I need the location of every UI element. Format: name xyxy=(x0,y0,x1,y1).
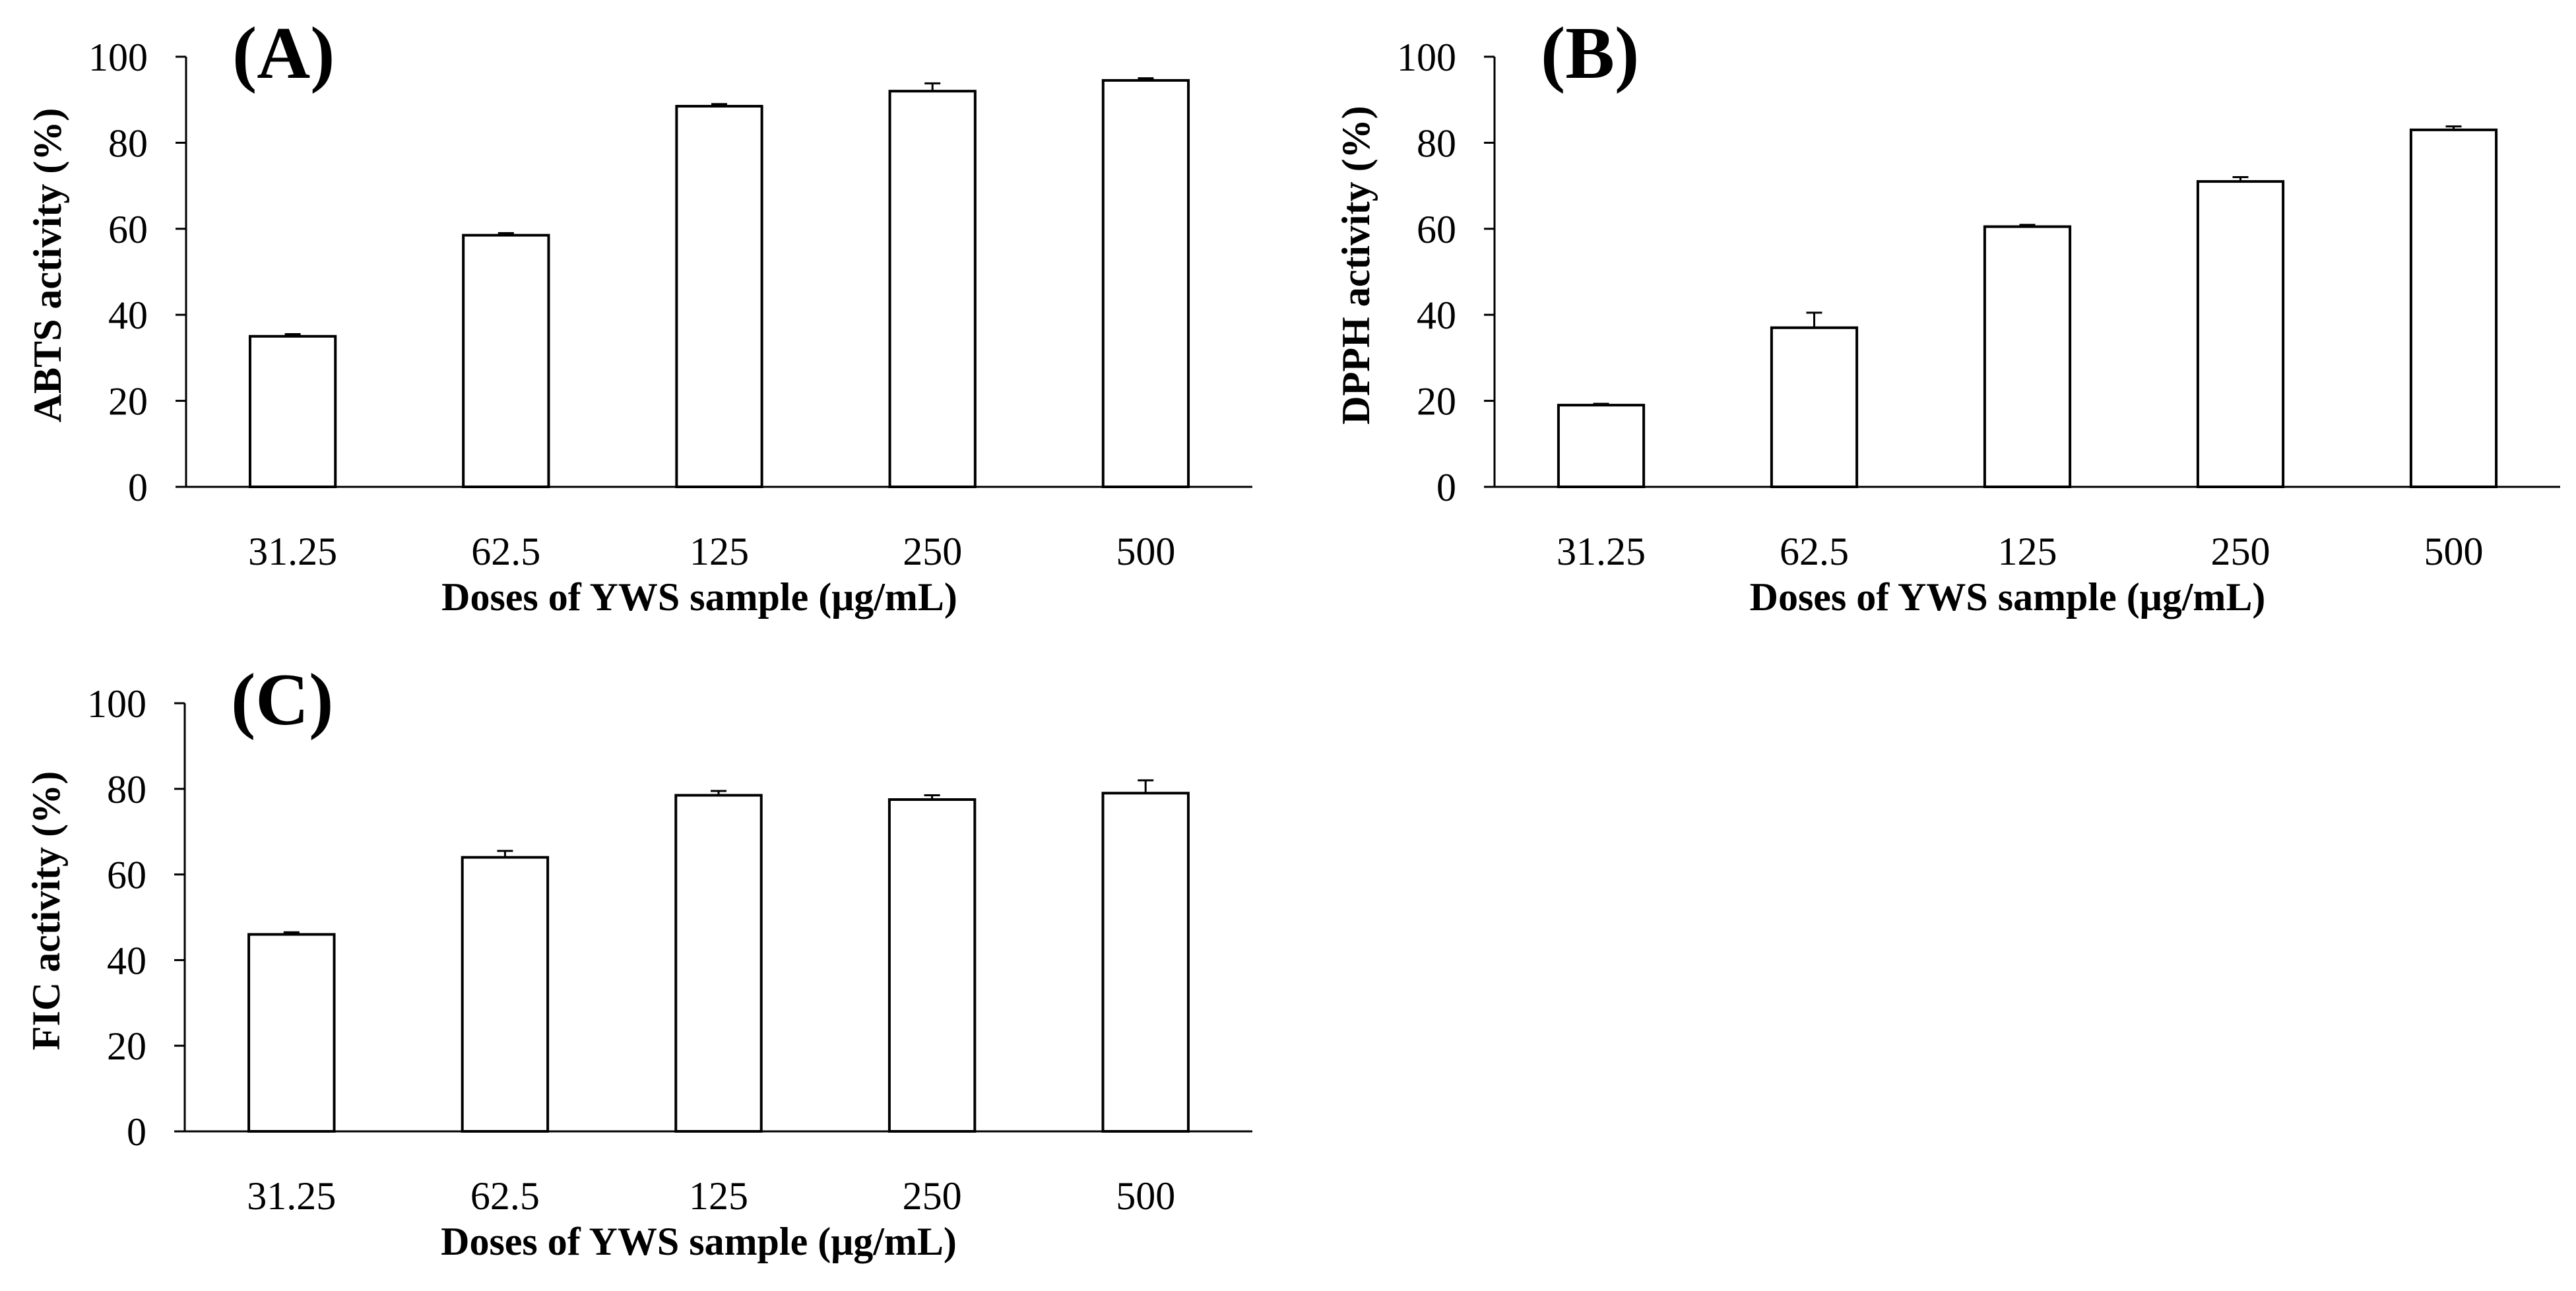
panel-b-y-tick-label: 40 xyxy=(1417,294,1456,337)
panel-b-y-tick-label: 100 xyxy=(1397,36,1456,79)
panel-c-y-tick-label: 60 xyxy=(107,854,146,897)
panel-c-y-tick-label: 0 xyxy=(127,1110,146,1154)
panel-c-y-axis-title: FIC activity (%) xyxy=(24,771,68,1050)
panel-b-y-axis-title: DPPH activity (%) xyxy=(1334,106,1378,424)
panel-b-bar xyxy=(1557,404,1646,488)
panel-a-y-axis-title: ABTS activity (%) xyxy=(26,108,69,423)
panel-a-y-tick-label: 60 xyxy=(108,208,148,251)
panel-b-y-tick-label: 80 xyxy=(1417,121,1456,165)
panel-a-y-tick-label: 80 xyxy=(108,121,148,165)
panel-a-bar xyxy=(462,234,550,488)
panel-b-y-tick-label: 20 xyxy=(1417,380,1456,424)
panel-b-bar xyxy=(1983,225,2072,488)
panel-b-x-axis-title: Doses of YWS sample (μg/mL) xyxy=(1750,575,2266,619)
panel-c-x-tick-label: 62.5 xyxy=(470,1174,540,1218)
panel-b-x-tick-label: 31.25 xyxy=(1557,530,1646,573)
panel-a-y-tick-label: 40 xyxy=(108,294,148,337)
panel-c-y-tick-label: 40 xyxy=(107,939,146,982)
panel-b-x-tick-label: 62.5 xyxy=(1780,530,1849,573)
panel-c-label: (C) xyxy=(231,659,333,741)
panel-b-bar xyxy=(2196,180,2285,488)
panel-b-x-tick-label: 125 xyxy=(1998,530,2057,573)
panel-c-bar xyxy=(1101,792,1190,1133)
panel-a-x-tick-label: 250 xyxy=(903,530,962,573)
panel-a-label: (A) xyxy=(232,13,335,94)
panel-a-bar xyxy=(248,334,337,488)
panel-b-y-tick-label: 60 xyxy=(1417,208,1456,251)
panel-a-x-tick-label: 31.25 xyxy=(248,530,337,573)
panel-b-x-tick-label: 250 xyxy=(2211,530,2270,573)
panel-c-bar xyxy=(674,794,763,1133)
panel-c-x-axis-title: Doses of YWS sample (μg/mL) xyxy=(441,1220,957,1263)
panel-c-x-tick-label: 500 xyxy=(1116,1174,1175,1218)
panel-c-x-tick-label: 125 xyxy=(689,1174,748,1218)
panel-b-x-tick-label: 500 xyxy=(2424,530,2484,573)
panel-b-bar xyxy=(1770,326,1859,489)
panel-a-bar xyxy=(675,104,763,489)
panel-a-bar xyxy=(888,90,977,489)
panel-c-bar xyxy=(461,856,550,1133)
panel-c-bar xyxy=(247,933,336,1133)
panel-a-x-axis-title: Doses of YWS sample (μg/mL) xyxy=(441,575,957,619)
panel-a-x-tick-label: 62.5 xyxy=(471,530,540,573)
panel-a-x-tick-label: 500 xyxy=(1116,530,1175,573)
panel-c-y-tick-label: 100 xyxy=(87,682,146,726)
panel-c-y-tick-label: 20 xyxy=(107,1024,146,1068)
panel-a-y-tick-label: 100 xyxy=(88,36,148,79)
panel-a-y-tick-label: 0 xyxy=(128,466,148,509)
panel-c-y-tick-label: 80 xyxy=(107,768,146,811)
panel-b-y-tick-label: 0 xyxy=(1436,466,1456,509)
panel-b-label: (B) xyxy=(1541,13,1639,94)
panel-b-bar xyxy=(2409,128,2498,488)
panel-c-x-tick-label: 250 xyxy=(903,1174,962,1218)
panel-a-x-tick-label: 125 xyxy=(690,530,749,573)
panel-a-bar xyxy=(1101,79,1190,489)
panel-c-bar xyxy=(887,798,977,1133)
panel-a-y-tick-label: 20 xyxy=(108,380,148,424)
panel-c-x-tick-label: 31.25 xyxy=(247,1174,336,1218)
